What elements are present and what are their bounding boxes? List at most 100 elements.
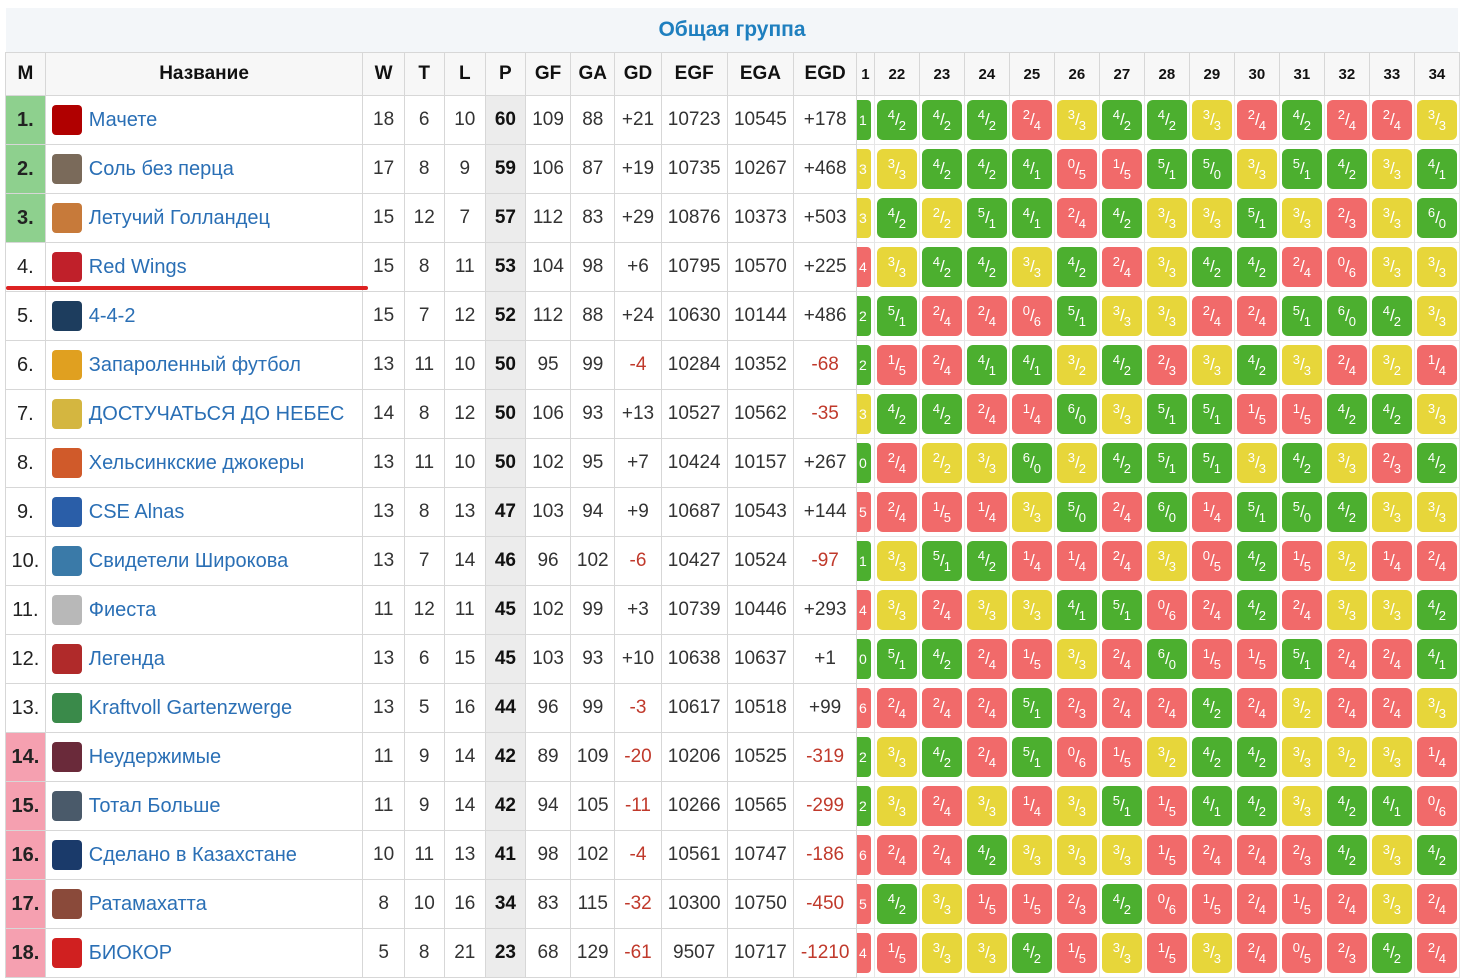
round-result-cell[interactable]: 2/4 [1233, 928, 1280, 978]
round-result-cell[interactable]: 5/1 [1143, 389, 1190, 439]
round-result-cell[interactable]: 2/4 [918, 291, 965, 341]
round-result-cell[interactable]: 5/1 [1278, 291, 1325, 341]
round-result-cell[interactable]: 5/1 [963, 193, 1010, 243]
round-result-cell[interactable]: 3/2 [1323, 536, 1370, 586]
round-result-cell[interactable]: 3/2 [1278, 683, 1325, 733]
round-result-cell[interactable]: 4/2 [1323, 830, 1370, 880]
round-result-cell[interactable]: 3/3 [1278, 732, 1325, 782]
team-link[interactable]: Тотал Больше [88, 794, 221, 817]
round-result-partial[interactable]: 0 [855, 438, 875, 488]
round-result-cell[interactable]: 4/2 [1053, 242, 1100, 292]
column-header-1[interactable]: Название [44, 52, 364, 96]
round-result-partial[interactable]: 5 [855, 487, 875, 537]
round-result-cell[interactable]: 2/4 [1323, 683, 1370, 733]
round-result-cell[interactable]: 4/2 [1368, 389, 1415, 439]
team-link[interactable]: Летучий Голландец [88, 206, 270, 229]
round-result-cell[interactable]: 5/1 [1008, 683, 1055, 733]
column-header-10[interactable]: EGA [726, 52, 795, 96]
round-result-cell[interactable]: 4/1 [1368, 781, 1415, 831]
round-result-cell[interactable]: 1/5 [1098, 732, 1145, 782]
round-result-cell[interactable]: 0/6 [1143, 879, 1190, 929]
round-result-cell[interactable]: 4/2 [873, 879, 920, 929]
round-result-cell[interactable]: 1/5 [1143, 781, 1190, 831]
round-result-cell[interactable]: 2/4 [918, 781, 965, 831]
team-link[interactable]: Неудержимые [88, 745, 222, 768]
team-link[interactable]: Свидетели Широкова [88, 549, 289, 572]
column-header-7[interactable]: GA [570, 52, 616, 96]
round-result-cell[interactable]: 3/3 [1098, 928, 1145, 978]
round-result-cell[interactable]: 3/2 [1053, 340, 1100, 390]
team-link[interactable]: Ратамахатта [88, 892, 207, 915]
round-result-cell[interactable]: 4/2 [873, 193, 920, 243]
round-result-cell[interactable]: 4/2 [1323, 781, 1370, 831]
round-result-cell[interactable]: 1/4 [1008, 389, 1055, 439]
round-result-cell[interactable]: 3/3 [1053, 634, 1100, 684]
column-header-8[interactable]: GD [614, 52, 662, 96]
round-result-cell[interactable]: 6/0 [1323, 291, 1370, 341]
round-result-cell[interactable]: 4/2 [963, 536, 1010, 586]
round-result-cell[interactable]: 4/2 [1233, 536, 1280, 586]
round-result-cell[interactable]: 2/4 [918, 683, 965, 733]
round-result-cell[interactable]: 2/4 [1098, 242, 1145, 292]
round-result-cell[interactable]: 4/2 [1098, 879, 1145, 929]
round-result-cell[interactable]: 1/5 [1143, 928, 1190, 978]
round-result-cell[interactable]: 4/2 [1188, 683, 1235, 733]
round-result-cell[interactable]: 4/2 [963, 830, 1010, 880]
round-result-cell[interactable]: 4/2 [1413, 830, 1460, 880]
round-result-cell[interactable]: 1/4 [1188, 487, 1235, 537]
round-result-cell[interactable]: 3/2 [1143, 732, 1190, 782]
round-result-cell[interactable]: 3/3 [918, 928, 965, 978]
round-result-cell[interactable]: 2/4 [1278, 242, 1325, 292]
round-result-partial[interactable]: 2 [855, 291, 875, 341]
round-result-cell[interactable]: 2/4 [963, 291, 1010, 341]
round-result-cell[interactable]: 3/3 [1143, 536, 1190, 586]
round-result-cell[interactable]: 3/3 [1368, 830, 1415, 880]
round-result-cell[interactable]: 4/1 [1413, 144, 1460, 194]
round-result-partial[interactable]: 1 [855, 536, 875, 586]
round-result-cell[interactable]: 1/5 [963, 879, 1010, 929]
round-result-cell[interactable]: 5/0 [1278, 487, 1325, 537]
round-result-cell[interactable]: 5/1 [1008, 732, 1055, 782]
round-result-cell[interactable]: 1/5 [873, 340, 920, 390]
round-result-cell[interactable]: 4/2 [1323, 389, 1370, 439]
round-result-cell[interactable]: 3/3 [963, 585, 1010, 635]
round-result-cell[interactable]: 1/5 [873, 928, 920, 978]
round-result-cell[interactable]: 4/2 [1233, 732, 1280, 782]
round-result-cell[interactable]: 2/4 [963, 732, 1010, 782]
team-link[interactable]: 4-4-2 [88, 304, 136, 327]
round-result-partial[interactable]: 2 [855, 340, 875, 390]
round-header-2[interactable]: 23 [918, 52, 965, 96]
round-result-cell[interactable]: 5/1 [1098, 585, 1145, 635]
round-result-cell[interactable]: 3/3 [1368, 193, 1415, 243]
round-result-cell[interactable]: 1/5 [1053, 928, 1100, 978]
round-result-cell[interactable]: 2/4 [963, 683, 1010, 733]
round-result-cell[interactable]: 2/4 [1413, 928, 1460, 978]
round-result-cell[interactable]: 3/3 [918, 879, 965, 929]
round-result-cell[interactable]: 3/3 [1413, 242, 1460, 292]
round-result-cell[interactable]: 2/4 [1368, 95, 1415, 145]
round-result-partial[interactable]: 3 [855, 193, 875, 243]
round-result-cell[interactable]: 4/2 [1368, 291, 1415, 341]
round-result-cell[interactable]: 2/4 [963, 389, 1010, 439]
round-result-cell[interactable]: 2/4 [1368, 634, 1415, 684]
round-result-cell[interactable]: 4/1 [1053, 585, 1100, 635]
round-result-partial[interactable]: 0 [855, 634, 875, 684]
team-link[interactable]: Red Wings [88, 255, 187, 278]
round-result-cell[interactable]: 1/5 [1008, 879, 1055, 929]
round-result-cell[interactable]: 4/2 [918, 389, 965, 439]
round-result-cell[interactable]: 2/4 [1323, 95, 1370, 145]
team-link[interactable]: БИОКОР [88, 941, 173, 964]
round-result-cell[interactable]: 4/2 [1413, 585, 1460, 635]
round-result-cell[interactable]: 3/3 [963, 928, 1010, 978]
round-result-partial[interactable]: 3 [855, 389, 875, 439]
round-header-0[interactable]: 1 [855, 52, 875, 96]
round-result-cell[interactable]: 1/4 [963, 487, 1010, 537]
round-result-cell[interactable]: 2/4 [1233, 683, 1280, 733]
round-result-cell[interactable]: 4/1 [963, 340, 1010, 390]
round-result-cell[interactable]: 2/2 [918, 438, 965, 488]
team-link[interactable]: ДОСТУЧАТЬСЯ ДО НЕБЕС [88, 402, 345, 425]
round-result-cell[interactable]: 1/5 [1188, 634, 1235, 684]
round-result-cell[interactable]: 3/3 [1368, 732, 1415, 782]
round-result-cell[interactable]: 3/3 [1278, 781, 1325, 831]
round-result-cell[interactable]: 4/2 [1098, 95, 1145, 145]
